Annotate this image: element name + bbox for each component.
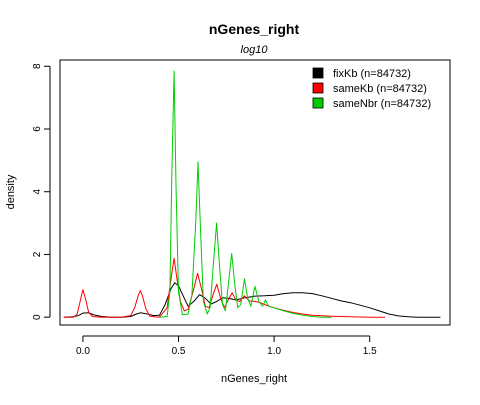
y-tick-label: 6	[32, 126, 43, 132]
legend-swatch-2	[312, 97, 324, 109]
series-line-2	[159, 70, 332, 318]
y-axis-label: density	[5, 174, 17, 209]
legend-label-2: sameNbr (n=84732)	[333, 98, 431, 110]
y-tick-label: 2	[32, 251, 43, 257]
series-layer	[63, 70, 441, 318]
y-tick-label: 4	[32, 188, 43, 194]
legend-label-1: sameKb (n=84732)	[333, 83, 427, 95]
x-tick-label: 1.5	[363, 346, 377, 357]
chart-title: nGenes_right	[209, 21, 300, 37]
y-tick-label: 8	[32, 63, 43, 69]
plot-frame	[59, 59, 451, 326]
chart-subtitle: log10	[241, 44, 269, 56]
x-tick-label: 0.5	[172, 346, 186, 357]
x-axis-label: nGenes_right	[221, 373, 287, 385]
x-axis: 0.0 0.5 1.0 1.5	[76, 335, 377, 357]
legend-label-0: fixKb (n=84732)	[333, 68, 411, 80]
x-tick-label: 0.0	[76, 346, 90, 357]
x-tick-label: 1.0	[267, 346, 281, 357]
legend-swatch-0	[312, 67, 324, 79]
y-axis: 0 2 4 6 8	[32, 63, 51, 320]
legend-swatch-1	[312, 82, 324, 94]
y-tick-label: 0	[32, 314, 43, 320]
legend: fixKb (n=84732) sameKb (n=84732) sameNbr (…	[312, 67, 431, 110]
